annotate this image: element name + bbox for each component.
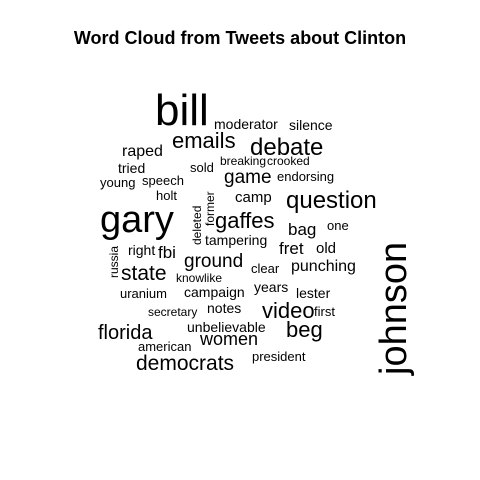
word-one: one xyxy=(327,218,349,233)
word-state: state xyxy=(121,262,167,285)
word-raped: raped xyxy=(122,143,163,160)
word-punching: punching xyxy=(291,258,356,275)
word-debate: debate xyxy=(250,134,323,161)
word-video: video xyxy=(262,298,315,323)
word-campaign: campaign xyxy=(184,284,245,300)
word-unbelievable: unbelievable xyxy=(187,319,266,335)
word-tried: tried xyxy=(118,160,145,176)
word-holt: holt xyxy=(156,188,177,203)
word-speech: speech xyxy=(142,173,184,188)
word-young: young xyxy=(100,175,135,190)
word-sold: sold xyxy=(190,160,214,175)
word-old: old xyxy=(316,240,336,257)
word-deleted: deleted xyxy=(190,206,204,245)
word-notes: notes xyxy=(207,300,241,316)
word-ground: ground xyxy=(184,251,243,272)
word-american: american xyxy=(138,339,191,354)
word-florida: florida xyxy=(98,322,153,344)
word-bill: bill xyxy=(155,86,209,135)
word-russia: russia xyxy=(107,246,121,278)
word-johnson: johnson xyxy=(373,242,415,376)
word-women: women xyxy=(199,329,258,349)
word-years: years xyxy=(254,279,288,295)
word-endorsing: endorsing xyxy=(277,169,334,184)
word-breaking: breaking xyxy=(220,154,266,168)
word-former: former xyxy=(203,191,217,226)
word-lester: lester xyxy=(296,285,331,301)
word-uranium: uranium xyxy=(120,286,167,301)
word-moderator: moderator xyxy=(214,116,278,132)
word-knowlike: knowlike xyxy=(176,271,222,285)
word-gaffes: gaffes xyxy=(215,208,275,233)
word-fret: fret xyxy=(279,239,304,258)
word-secretary: secretary xyxy=(148,305,197,319)
word-camp: camp xyxy=(235,189,272,206)
word-tampering: tampering xyxy=(205,232,267,248)
word-clear: clear xyxy=(251,261,280,276)
word-gary: gary xyxy=(100,199,174,241)
word-bag: bag xyxy=(288,220,316,239)
word-crooked: crooked xyxy=(267,154,310,168)
word-democrats: democrats xyxy=(136,352,234,375)
chart-title: Word Cloud from Tweets about Clinton xyxy=(73,28,407,48)
word-game: game xyxy=(224,167,272,188)
word-fbi: fbi xyxy=(158,243,176,262)
word-right: right xyxy=(128,242,155,258)
word-silence: silence xyxy=(289,117,333,133)
word-emails: emails xyxy=(172,128,236,153)
word-question: question xyxy=(286,187,377,214)
word-beg: beg xyxy=(286,317,323,342)
word-first: first xyxy=(314,304,335,319)
word-president: president xyxy=(252,349,306,364)
